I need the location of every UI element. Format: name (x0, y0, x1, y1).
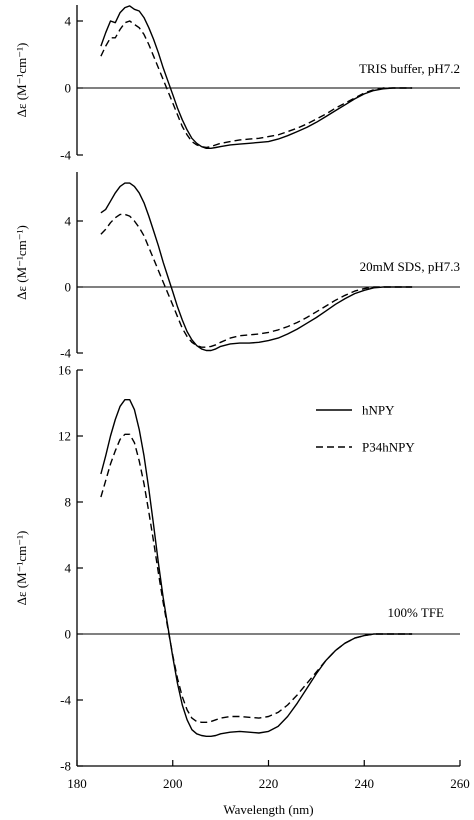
y-axis-title: Δε (M⁻¹cm⁻¹) (14, 531, 29, 606)
series-solid-line (100, 5, 413, 150)
series-dashed-line (100, 20, 413, 149)
series-dashed-line (100, 213, 413, 348)
series-dashed-line (100, 433, 413, 723)
series-solid-line (100, 182, 413, 352)
legend-label: hNPY (362, 403, 395, 418)
legend-label: P34hNPY (362, 440, 415, 455)
panel-tris-buffer: -4 0 4 Δε (M⁻¹cm⁻¹) TRIS buffer, pH7.2 (14, 5, 460, 163)
panel-annotation: 100% TFE (388, 605, 445, 620)
y-tick-label: 4 (65, 14, 72, 29)
x-axis-title: Wavelength (nm) (223, 802, 313, 817)
y-tick-label: -4 (60, 693, 71, 708)
panel-sds: -4 0 4 Δε (M⁻¹cm⁻¹) 20mM SDS, pH7.3 (14, 172, 460, 361)
x-tick-label: 260 (450, 776, 470, 791)
y-axis-title: Δε (M⁻¹cm⁻¹) (14, 225, 29, 300)
y-tick-label: 16 (58, 363, 72, 378)
y-tick-label: 12 (58, 429, 71, 444)
y-tick-label: 4 (65, 561, 72, 576)
y-tick-label: 4 (65, 214, 72, 229)
panel-annotation: 20mM SDS, pH7.3 (360, 259, 460, 274)
y-tick-label: -8 (60, 759, 71, 774)
panel-annotation: TRIS buffer, pH7.2 (359, 61, 460, 76)
y-tick-label: 0 (65, 280, 72, 295)
x-tick-label: 240 (355, 776, 375, 791)
y-tick-label: 0 (65, 81, 72, 96)
y-tick-label: -4 (60, 346, 71, 361)
x-tick-label: 180 (67, 776, 87, 791)
legend: hNPY P34hNPY (316, 403, 415, 455)
y-axis-title: Δε (M⁻¹cm⁻¹) (14, 43, 29, 118)
x-tick-label: 200 (163, 776, 183, 791)
y-tick-label: 8 (65, 495, 72, 510)
y-tick-label: -4 (60, 148, 71, 163)
panel-tfe: -8 -4 0 4 8 12 16 Δε (M⁻¹cm⁻¹) 100% TFE 180 200 220… (14, 363, 470, 818)
y-tick-label: 0 (65, 627, 72, 642)
x-tick-label: 220 (259, 776, 279, 791)
